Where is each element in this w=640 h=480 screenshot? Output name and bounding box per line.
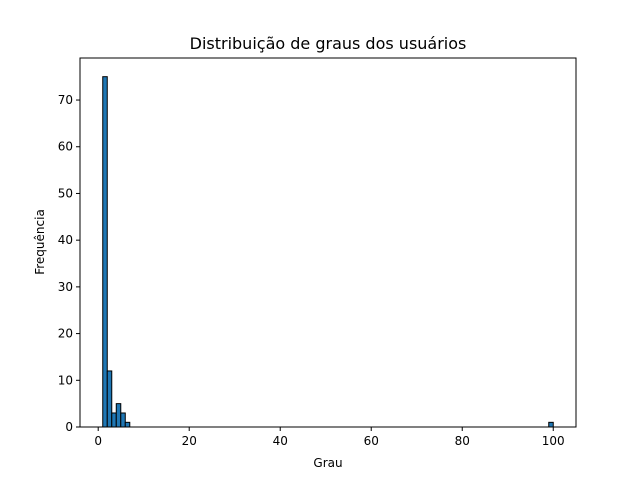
histogram-bar — [106, 370, 113, 428]
y-tick-label: 70 — [58, 93, 73, 107]
histogram-bar — [115, 403, 122, 428]
x-tick-label: 0 — [94, 434, 102, 448]
y-tick-label: 40 — [58, 233, 73, 247]
y-tick-label: 50 — [58, 186, 73, 200]
histogram-bar — [120, 412, 126, 428]
histogram-bar — [111, 412, 117, 428]
y-tick-label: 0 — [65, 420, 73, 434]
histogram-bar — [102, 76, 108, 428]
x-tick-label: 60 — [364, 434, 379, 448]
y-tick-label: 30 — [58, 280, 73, 294]
y-axis-ticks: 0 10 20 30 40 50 60 70 — [58, 93, 80, 434]
x-tick-label: 20 — [182, 434, 197, 448]
histogram-bar — [124, 421, 131, 428]
y-tick-label: 20 — [58, 327, 73, 341]
x-tick-label: 40 — [273, 434, 288, 448]
y-axis-label: Frequência — [33, 209, 47, 275]
x-axis-label: Grau — [313, 456, 342, 470]
chart-title: Distribuição de graus dos usuários — [190, 34, 467, 53]
x-tick-label: 100 — [542, 434, 565, 448]
bars-group — [102, 76, 554, 428]
x-axis-ticks: 0 20 40 60 80 100 — [94, 427, 565, 448]
histogram-bar — [548, 421, 554, 428]
x-tick-label: 80 — [455, 434, 470, 448]
y-tick-label: 10 — [58, 373, 73, 387]
y-tick-label: 60 — [58, 140, 73, 154]
axes-frame — [79, 57, 577, 428]
